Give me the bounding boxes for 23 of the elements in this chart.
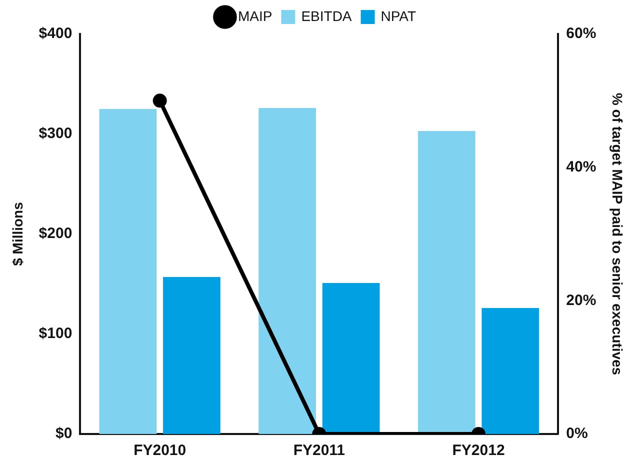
- legend-label: EBITDA: [301, 8, 352, 24]
- y-tick-label: $200: [38, 225, 72, 242]
- bar: [163, 277, 220, 434]
- y-axis-title: $ Millions: [9, 202, 26, 266]
- x-tick-label: FY2012: [452, 442, 505, 460]
- y-tick-label: $400: [38, 25, 72, 42]
- y2-tick-label: 0%: [566, 425, 588, 442]
- y2-axis-title: % of target MAIP paid to senior executives: [610, 92, 626, 376]
- x-tick-label: FY2011: [293, 442, 346, 460]
- bar: [99, 109, 157, 434]
- y2-tick-label: 60%: [566, 25, 596, 42]
- y-tick-label: $100: [38, 325, 72, 342]
- legend-label: NPAT: [380, 8, 416, 24]
- bar: [418, 131, 476, 434]
- y-tick-label: $300: [38, 125, 72, 142]
- y-tick-label: $0: [55, 425, 72, 442]
- bar: [322, 283, 380, 434]
- legend-label: MAIP: [238, 8, 272, 24]
- bar: [482, 308, 540, 434]
- y2-tick-label: 40%: [566, 158, 596, 176]
- bar: [258, 108, 316, 434]
- y2-tick-label: 20%: [566, 292, 596, 309]
- x-tick-label: FY2010: [134, 442, 186, 460]
